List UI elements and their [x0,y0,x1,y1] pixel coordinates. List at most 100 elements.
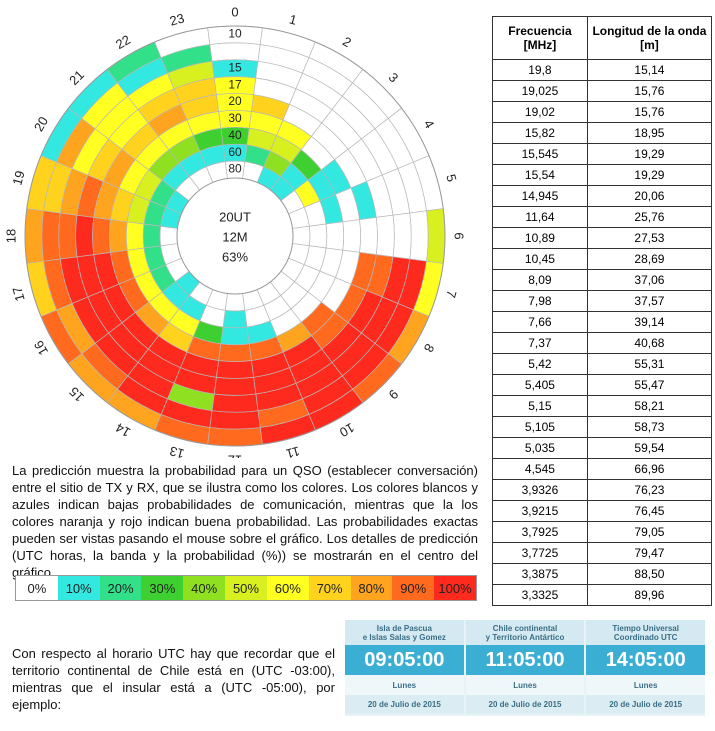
zone-place-line: Chile continental [492,623,558,633]
table-cell: 11,64 [492,206,588,228]
hour-label: 20 [31,114,51,134]
zone-day: Lunes [345,675,464,695]
zone-place-line: Coordinado UTC [613,632,678,642]
legend-swatch: 80% [350,576,393,600]
cell [24,208,44,264]
table-cell: 15,54 [492,164,588,186]
table-cell: 58,21 [586,395,713,417]
hour-label: 1 [288,11,299,27]
hour-label: 19 [9,169,27,187]
table-cell: 19,29 [586,164,713,186]
table-row: 5,105 58,73 [492,416,713,438]
zone-place-line: Tiempo Universal [612,623,679,633]
cell [207,427,263,447]
cell [75,214,95,258]
table-cell: 20,06 [586,185,713,207]
table-row: 14,945 20,06 [492,185,713,207]
zone: Tiempo Universal Coordinado UTC 14:05:00 Lu… [586,620,706,716]
hour-label: 3 [386,70,402,86]
column-header: Longitud de la onda [m] [586,16,713,60]
table-cell: 19,025 [492,80,588,102]
table-cell: 15,76 [586,101,713,123]
table-row: 5,15 58,21 [492,395,713,417]
table-row: 11,64 25,76 [492,206,713,228]
center-text: 63% [222,249,248,264]
header-row: Frecuencia [MHz] Longitud de la onda [m] [492,16,713,60]
cell [159,225,178,247]
cell [224,293,246,312]
polar-chart: 1015172030406080012345678910111213141516… [3,4,467,458]
zone-date: 20 de Julio de 2015 [586,695,706,714]
cell [209,42,261,62]
table-cell: 15,14 [586,59,713,81]
hour-label: 6 [452,232,467,239]
cell [375,214,395,258]
hour-label: 18 [3,229,18,243]
zone-place-line: y Territorio Antártico [485,632,565,642]
center-text: 20UT [219,209,251,224]
table-cell: 3,9215 [492,500,588,522]
zone: Isla de Pascua e Islas Salas y Gomez 09:05… [345,620,464,716]
table-cell: 3,7725 [492,542,588,564]
table-cell: 79,47 [586,542,713,564]
band-label: 80 [228,162,242,176]
table-cell: 10,45 [492,248,588,270]
cell [392,212,412,260]
table-cell: 5,15 [492,395,588,417]
zone-place: Isla de Pascua e Islas Salas y Gomez [345,620,464,645]
table-cell: 27,53 [586,227,713,249]
table-cell: 8,09 [492,269,588,291]
cell [409,210,429,262]
table-cell: 39,14 [586,311,713,333]
table-row: 10,45 28,69 [492,248,713,270]
cell [142,223,162,249]
table-cell: 40,68 [586,332,713,354]
zone-day: Lunes [465,675,585,695]
table-row: 3,3325 89,96 [492,584,713,606]
cell [222,309,248,329]
band-label: 60 [228,145,242,159]
cell [209,410,261,430]
legend-swatch: 60% [266,576,309,600]
legend-swatch: 100% [434,576,476,600]
table-cell: 79,05 [586,521,713,543]
band-label: 10 [228,27,242,41]
cell [92,217,111,255]
table-cell: 3,9326 [492,479,588,501]
cell [58,212,78,260]
zone-time: 11:05:00 [465,645,585,675]
legend-swatch: 20% [99,576,142,600]
table-row: 19,02 15,76 [492,101,713,123]
center-text: 12M [222,229,247,244]
table-row: 4,545 66,96 [492,458,713,480]
table-row: 19,8 15,14 [492,59,713,81]
hour-label: 21 [66,67,87,88]
cell [216,360,254,379]
table-row: 7,37 40,68 [492,332,713,354]
zone-date: 20 de Julio de 2015 [345,695,464,714]
table-row: 15,545 19,29 [492,143,713,165]
legend-swatch: 50% [225,576,267,600]
hour-label: 11 [285,443,302,458]
cell [41,210,61,262]
hour-label: 14 [113,420,133,440]
hour-label: 8 [421,341,438,355]
table-cell: 15,545 [492,143,588,165]
table-cell: 4,545 [492,458,588,480]
hour-label: 10 [337,420,357,440]
zone-place-line: Isla de Pascua [376,623,432,633]
table-cell: 10,89 [492,227,588,249]
description: La predicción muestra la probabilidad pa… [12,463,478,580]
table-cell: 28,69 [586,248,713,270]
table-cell: 7,66 [492,311,588,333]
column-header: Frecuencia [MHz] [492,16,588,60]
table-row: 5,405 55,47 [492,374,713,396]
table-cell: 25,76 [586,206,713,228]
hour-label: 15 [66,384,87,405]
table-cell: 14,945 [492,185,588,207]
zone-place: Tiempo Universal Coordinado UTC [586,620,706,645]
table-cell: 89,96 [586,584,713,606]
table-cell: 76,23 [586,479,713,501]
time-zones: Isla de Pascua e Islas Salas y Gomez 09:05… [345,620,706,716]
